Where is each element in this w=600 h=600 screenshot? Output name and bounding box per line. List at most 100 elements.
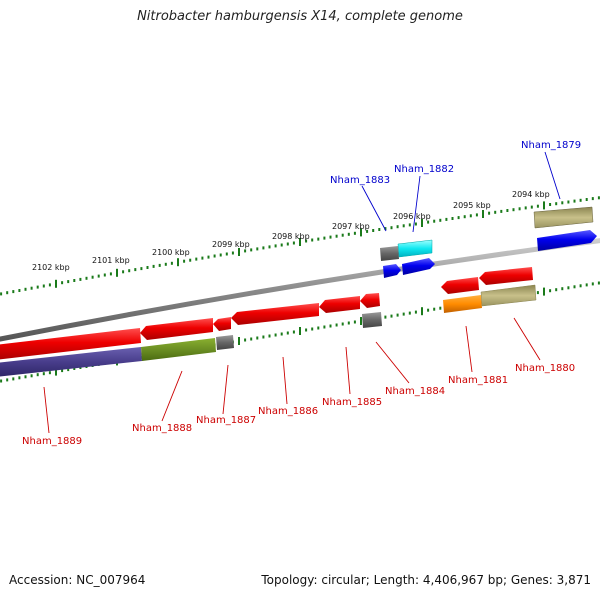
minor-tick bbox=[24, 375, 27, 379]
minor-tick bbox=[244, 249, 247, 253]
minor-tick bbox=[219, 253, 222, 257]
minor-tick bbox=[12, 290, 15, 294]
gene-arrow-nham-1884-inner[interactable] bbox=[362, 312, 382, 328]
minor-tick bbox=[579, 284, 582, 288]
gene-arrow-nham-1882[interactable] bbox=[397, 239, 433, 258]
gene-arrow-nham-1881-inner[interactable] bbox=[443, 295, 482, 313]
minor-tick bbox=[231, 251, 234, 255]
minor-tick bbox=[408, 223, 411, 227]
leader-nham-1887 bbox=[222, 364, 229, 415]
gene-arrow-nham-1884[interactable] bbox=[360, 293, 380, 308]
minor-tick bbox=[524, 206, 527, 210]
gene-arrow-nham-1889[interactable] bbox=[0, 328, 141, 360]
gene-arrow-nham-1886[interactable] bbox=[231, 303, 319, 325]
minor-tick bbox=[384, 227, 387, 231]
minor-tick bbox=[36, 285, 39, 289]
gene-arrow-blue[interactable] bbox=[383, 264, 401, 278]
gene-label-nham-1884[interactable]: Nham_1884 bbox=[385, 386, 445, 397]
minor-tick bbox=[256, 247, 259, 251]
major-tick bbox=[360, 228, 362, 237]
gene-label-nham-1888[interactable]: Nham_1888 bbox=[132, 423, 192, 434]
gene-arrow-nham-1887-inner[interactable] bbox=[216, 335, 234, 350]
minor-tick bbox=[555, 288, 558, 292]
minor-tick bbox=[329, 324, 332, 328]
minor-tick bbox=[567, 286, 570, 290]
minor-tick bbox=[292, 241, 295, 245]
leader-nham-1886 bbox=[282, 356, 288, 405]
minor-tick bbox=[244, 338, 247, 342]
minor-tick bbox=[122, 270, 125, 274]
minor-tick bbox=[329, 235, 332, 239]
minor-tick bbox=[97, 274, 100, 278]
gene-label-nham-1879[interactable]: Nham_1879 bbox=[521, 140, 581, 151]
minor-tick bbox=[30, 374, 33, 378]
gene-arrow-blue[interactable] bbox=[402, 258, 435, 275]
gene-label-nham-1880[interactable]: Nham_1880 bbox=[515, 363, 575, 374]
minor-tick bbox=[73, 279, 76, 282]
minor-tick bbox=[0, 379, 3, 383]
gene-label-nham-1887[interactable]: Nham_1887 bbox=[196, 415, 256, 426]
minor-tick bbox=[305, 239, 308, 243]
minor-tick bbox=[390, 226, 393, 230]
minor-tick bbox=[18, 376, 21, 380]
minor-tick bbox=[262, 335, 265, 339]
gene-arrow-nham-1885[interactable] bbox=[319, 296, 360, 313]
minor-tick bbox=[225, 252, 228, 256]
minor-tick bbox=[384, 315, 387, 319]
major-tick bbox=[238, 337, 240, 345]
minor-tick bbox=[183, 259, 186, 263]
gene-arrow-nham-1883[interactable] bbox=[380, 246, 399, 261]
scale-label: 2100 kbp bbox=[152, 248, 190, 257]
leader-nham-1883 bbox=[361, 185, 387, 232]
gene-arrow-nham-1889-inner[interactable] bbox=[0, 347, 142, 377]
reverse-genes bbox=[0, 267, 537, 377]
gene-arrow-nham-1888[interactable] bbox=[140, 318, 213, 340]
minor-tick bbox=[597, 281, 600, 285]
minor-tick bbox=[12, 377, 15, 381]
minor-tick bbox=[280, 332, 283, 336]
scale-label: 2102 kbp bbox=[32, 263, 70, 272]
gene-arrow-nham-1881[interactable] bbox=[441, 277, 479, 294]
minor-tick bbox=[341, 322, 344, 326]
minor-tick bbox=[280, 243, 283, 247]
minor-tick bbox=[292, 330, 295, 334]
scale-label: 2095 kbp bbox=[453, 201, 491, 210]
major-tick bbox=[55, 367, 57, 376]
forward-genes bbox=[380, 206, 597, 278]
leader-nham-1880 bbox=[513, 317, 541, 361]
gene-arrow-nham-1888-inner[interactable] bbox=[141, 338, 216, 361]
minor-tick bbox=[274, 333, 277, 337]
gene-arrow-nham-1879[interactable] bbox=[533, 206, 594, 229]
minor-tick bbox=[451, 217, 454, 220]
gene-label-nham-1886[interactable]: Nham_1886 bbox=[258, 406, 318, 417]
minor-tick bbox=[48, 283, 51, 287]
minor-tick bbox=[396, 225, 399, 229]
gene-arrow-nham-1880-inner[interactable] bbox=[480, 284, 537, 307]
minor-tick bbox=[268, 245, 271, 249]
minor-tick bbox=[134, 268, 137, 272]
major-tick bbox=[299, 327, 301, 335]
minor-tick bbox=[268, 334, 271, 338]
gene-label-nham-1883[interactable]: Nham_1883 bbox=[330, 175, 390, 186]
minor-tick bbox=[353, 320, 356, 324]
leader-nham-1884 bbox=[375, 341, 410, 384]
gene-label-nham-1881[interactable]: Nham_1881 bbox=[448, 375, 508, 386]
gene-label-nham-1882[interactable]: Nham_1882 bbox=[394, 164, 454, 175]
minor-tick bbox=[158, 263, 161, 267]
gene-arrow-nham-1880[interactable] bbox=[479, 267, 533, 285]
minor-tick bbox=[597, 196, 600, 200]
minor-tick bbox=[18, 289, 21, 292]
leader-nham-1882 bbox=[412, 175, 421, 233]
minor-tick bbox=[469, 214, 472, 218]
gene-arrow-blue[interactable] bbox=[537, 230, 597, 251]
gene-label-nham-1885[interactable]: Nham_1885 bbox=[322, 397, 382, 408]
minor-tick bbox=[475, 213, 478, 217]
major-tick bbox=[543, 287, 545, 296]
major-tick bbox=[177, 258, 179, 267]
gene-label-nham-1889[interactable]: Nham_1889 bbox=[22, 436, 82, 447]
minor-tick bbox=[0, 292, 3, 296]
minor-tick bbox=[36, 373, 39, 377]
gene-arrow-nham-1887[interactable] bbox=[213, 317, 231, 331]
minor-tick bbox=[573, 285, 576, 289]
